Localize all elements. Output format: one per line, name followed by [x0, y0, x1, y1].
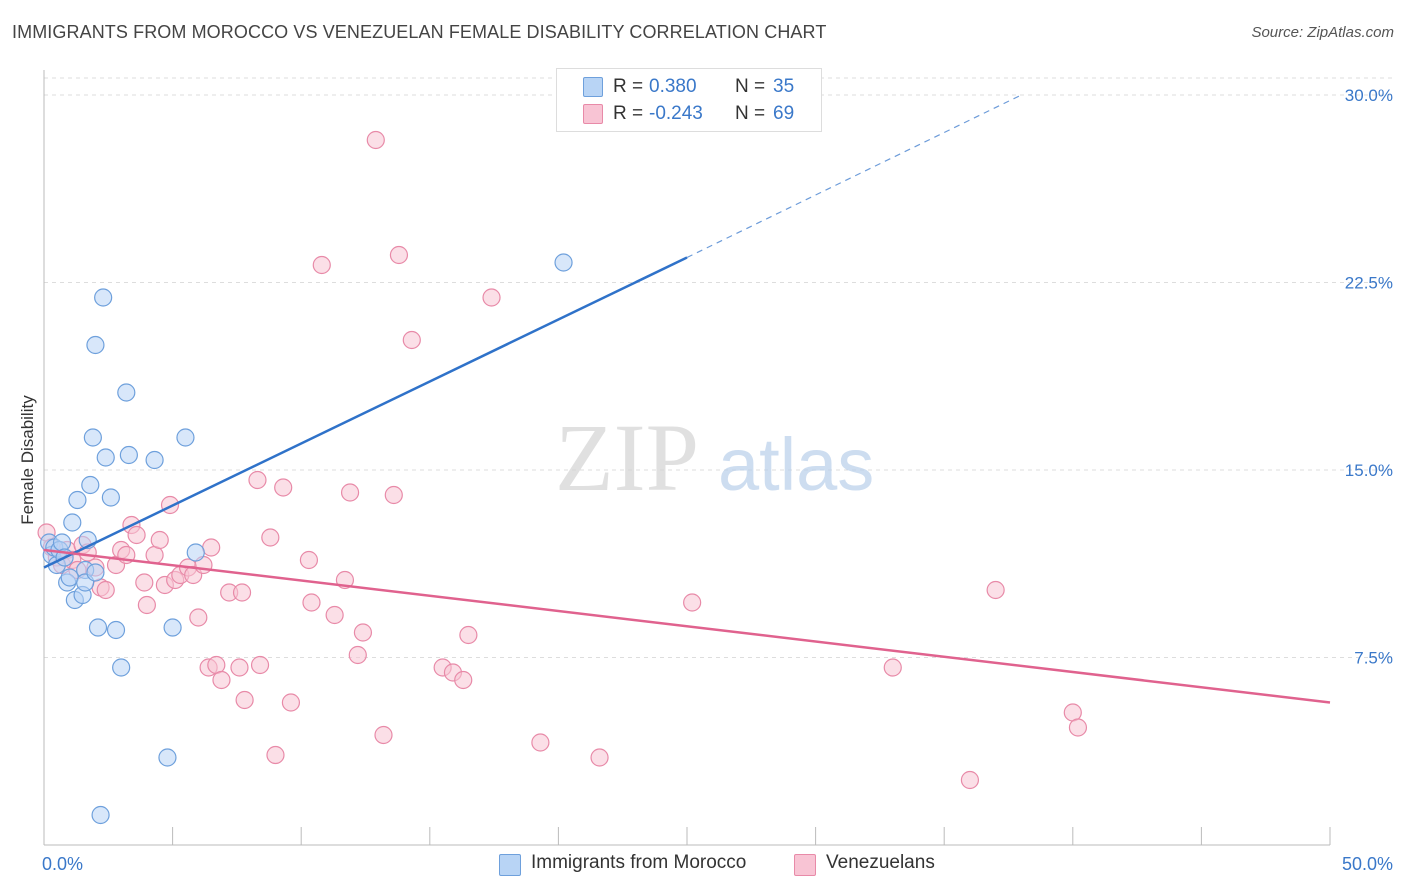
data-point	[94, 288, 113, 307]
legend-item-label: Venezuelans	[826, 852, 935, 873]
data-point	[189, 608, 208, 627]
y-tick-label: 7.5%	[1354, 649, 1393, 668]
data-point	[137, 595, 156, 615]
x-tick-label: 50.0%	[1342, 854, 1393, 874]
data-point	[266, 745, 285, 765]
data-point	[325, 605, 344, 625]
morocco-trend-line	[43, 256, 688, 569]
chart-title: IMMIGRANTS FROM MOROCCO VS VENEZUELAN FE…	[12, 22, 827, 42]
data-point	[63, 513, 82, 532]
data-point	[883, 658, 902, 677]
data-point	[83, 428, 102, 447]
data-point	[986, 580, 1005, 600]
y-tick-label: 30.0%	[1345, 86, 1393, 105]
chart-source: Source: ZipAtlas.com	[1251, 24, 1394, 41]
data-point	[248, 470, 267, 490]
grid-lines	[44, 77, 1392, 658]
data-point	[230, 658, 249, 677]
data-point	[232, 583, 252, 602]
data-point	[150, 530, 169, 550]
data-point	[119, 445, 138, 465]
data-point	[60, 568, 79, 587]
data-point	[88, 618, 108, 637]
axes	[43, 70, 1331, 846]
data-point	[454, 670, 473, 690]
data-point	[117, 383, 136, 402]
data-point	[212, 670, 231, 690]
data-point	[299, 550, 319, 570]
data-point	[482, 288, 501, 307]
data-point	[302, 593, 321, 612]
data-point	[384, 485, 403, 505]
data-point	[683, 593, 702, 612]
data-point	[459, 625, 478, 645]
venezuelans-trend-line	[43, 548, 1331, 704]
y-tick-label: 22.5%	[1345, 274, 1393, 293]
y-axis-label: Female Disability	[18, 395, 37, 525]
correlation-legend: R = 0.380 N = 35 R = -0.243 N = 69	[556, 68, 822, 132]
n-value: 69	[773, 103, 795, 124]
r-value: 0.380	[649, 76, 697, 97]
watermark-atlas: atlas	[718, 423, 874, 506]
data-point	[340, 483, 360, 502]
data-point	[68, 490, 87, 510]
n-label: N =	[735, 103, 766, 124]
data-point	[348, 645, 367, 665]
data-point	[312, 255, 331, 275]
morocco-swatch	[499, 854, 521, 876]
data-point	[554, 253, 573, 272]
morocco-trend-extension	[686, 94, 1022, 259]
data-point	[101, 488, 120, 507]
data-point	[590, 748, 609, 767]
venezuelans-swatch	[583, 104, 603, 124]
y-tick-label: 15.0%	[1345, 461, 1393, 480]
data-point	[163, 618, 182, 637]
data-point	[261, 528, 280, 547]
x-tick-label: 0.0%	[42, 854, 83, 874]
n-label: N =	[735, 76, 766, 97]
data-point	[235, 690, 254, 710]
data-point	[106, 620, 126, 640]
trend-lines	[43, 94, 1331, 704]
tick-labels: 7.5% 15.0% 22.5% 30.0% 0.0% 50.0%	[42, 86, 1393, 874]
r-value: -0.243	[649, 103, 703, 124]
data-point	[250, 655, 270, 675]
watermark-zip: ZIP	[555, 404, 699, 511]
n-value: 35	[773, 76, 795, 97]
data-point	[374, 725, 393, 745]
data-point	[402, 330, 421, 350]
data-point	[91, 805, 110, 825]
venezuelans-swatch	[794, 854, 816, 876]
data-point	[145, 450, 164, 470]
data-point	[366, 130, 385, 150]
data-point	[281, 693, 301, 712]
data-point	[960, 770, 980, 790]
data-point	[389, 245, 409, 265]
data-point	[1068, 718, 1088, 737]
data-point	[135, 573, 154, 592]
data-point	[52, 533, 72, 552]
data-point	[353, 623, 373, 642]
data-point	[112, 658, 131, 677]
data-point	[86, 563, 105, 582]
data-point	[531, 733, 550, 752]
r-label: R =	[613, 103, 644, 124]
data-point	[274, 478, 293, 497]
legend-item-label: Immigrants from Morocco	[531, 852, 747, 873]
data-point	[96, 580, 115, 600]
data-point	[176, 428, 195, 447]
morocco-points	[40, 253, 573, 825]
data-point	[186, 543, 205, 562]
data-point	[96, 448, 115, 467]
data-point	[86, 335, 105, 355]
morocco-swatch	[583, 77, 603, 97]
data-point	[81, 475, 100, 495]
watermark: ZIP atlas	[555, 404, 874, 511]
data-point	[127, 525, 146, 545]
data-point	[202, 538, 221, 557]
data-point	[158, 748, 177, 767]
r-label: R =	[613, 76, 644, 97]
series-legend: Immigrants from Morocco Venezuelans	[0, 852, 1406, 878]
